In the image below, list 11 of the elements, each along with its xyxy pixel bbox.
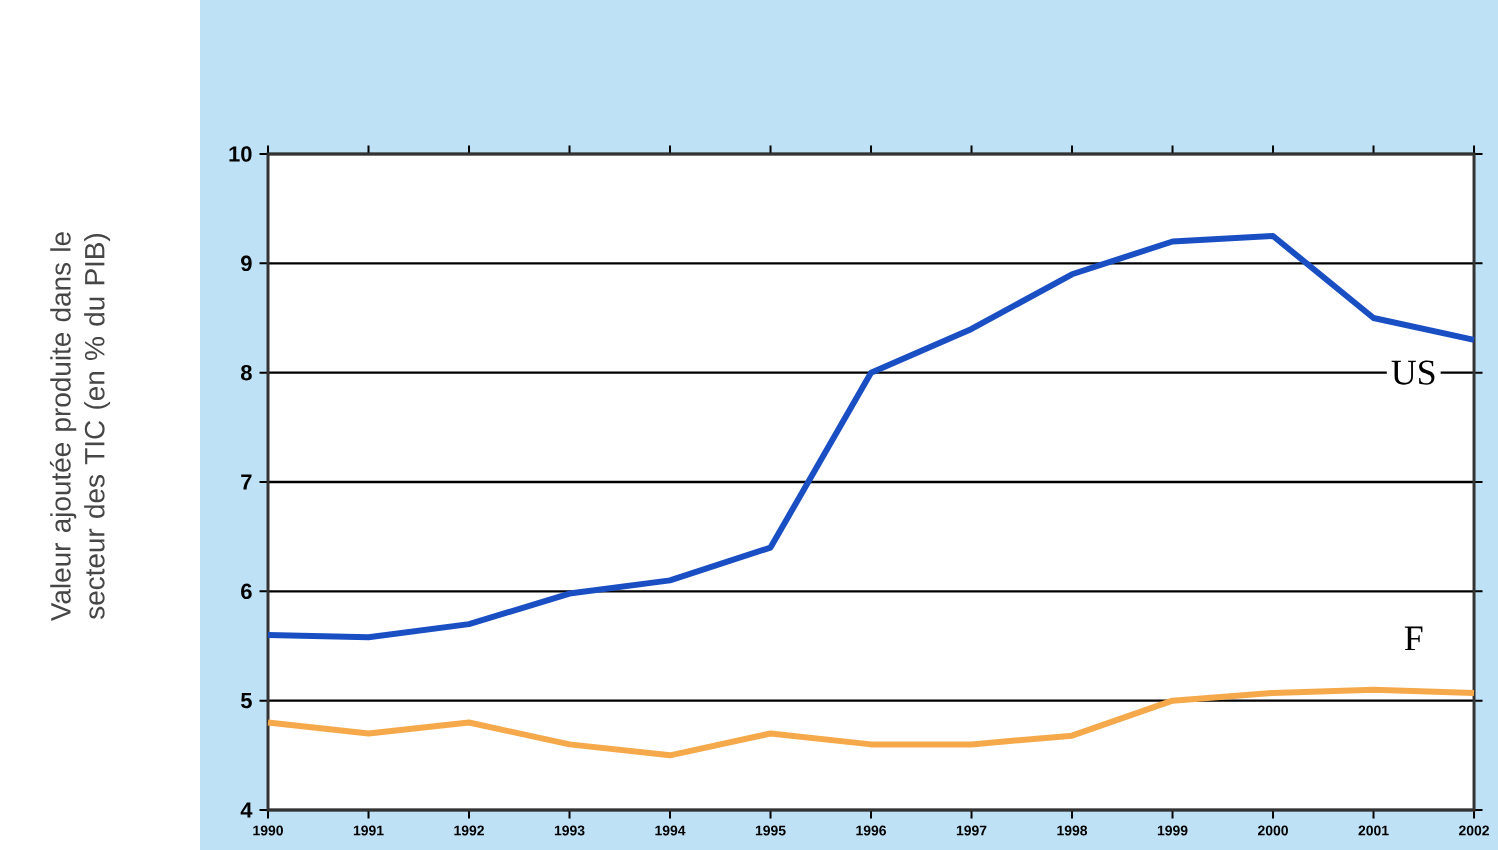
- y-tick-label: 4: [240, 802, 253, 818]
- series-label: US: [1391, 360, 1435, 385]
- y-tick-label: 9: [241, 255, 252, 272]
- y-tick-label: 6: [241, 583, 252, 600]
- y-tick-label: 8: [240, 364, 252, 381]
- y-axis-title: Valeur ajoutée produite dans le secteur des TIC (en % du PIB): [49, 232, 111, 622]
- line-series: [265, 686, 1478, 759]
- y-tick-label: 7: [241, 474, 252, 490]
- y-tick-label: 5: [240, 693, 252, 709]
- y-tick-label: 10: [229, 146, 252, 162]
- series-label: F: [1404, 626, 1423, 651]
